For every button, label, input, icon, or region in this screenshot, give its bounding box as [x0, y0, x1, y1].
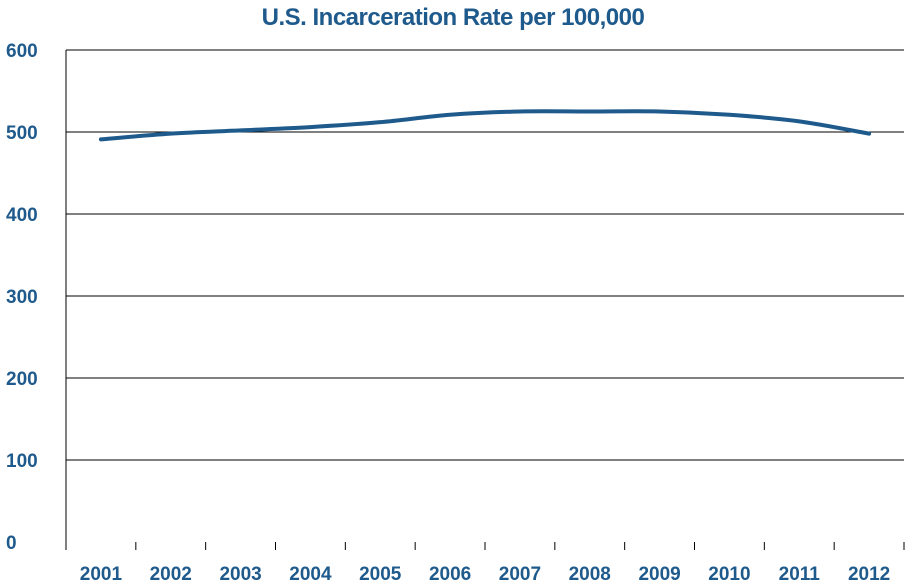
x-tick-label-2001: 2001 [80, 564, 123, 583]
x-tick-label-2012: 2012 [848, 564, 890, 583]
y-tick-label-500: 500 [6, 123, 38, 144]
x-tick-label-2004: 2004 [289, 564, 332, 583]
y-tick-label-400: 400 [6, 205, 38, 226]
x-tick-label-2006: 2006 [429, 564, 471, 583]
x-tick-label-2008: 2008 [569, 564, 611, 583]
y-tick-label-100: 100 [6, 451, 38, 472]
y-tick-label-200: 200 [6, 369, 38, 390]
series-line-0 [98, 109, 872, 142]
x-tick-label-2003: 2003 [219, 564, 261, 583]
y-tick-label-600: 600 [6, 41, 38, 62]
chart-title: U.S. Incarceration Rate per 100,000 [261, 4, 645, 31]
y-tick-label-300: 300 [6, 287, 38, 308]
x-tick-label-2007: 2007 [499, 564, 541, 583]
y-tick-label-0: 0 [6, 533, 17, 554]
x-tick-label-2002: 2002 [150, 564, 192, 583]
x-tick-label-2011: 2011 [779, 564, 821, 583]
x-tick-label-2009: 2009 [638, 564, 680, 583]
x-tick-label-2010: 2010 [708, 564, 750, 583]
x-tick-label-2005: 2005 [359, 564, 402, 583]
